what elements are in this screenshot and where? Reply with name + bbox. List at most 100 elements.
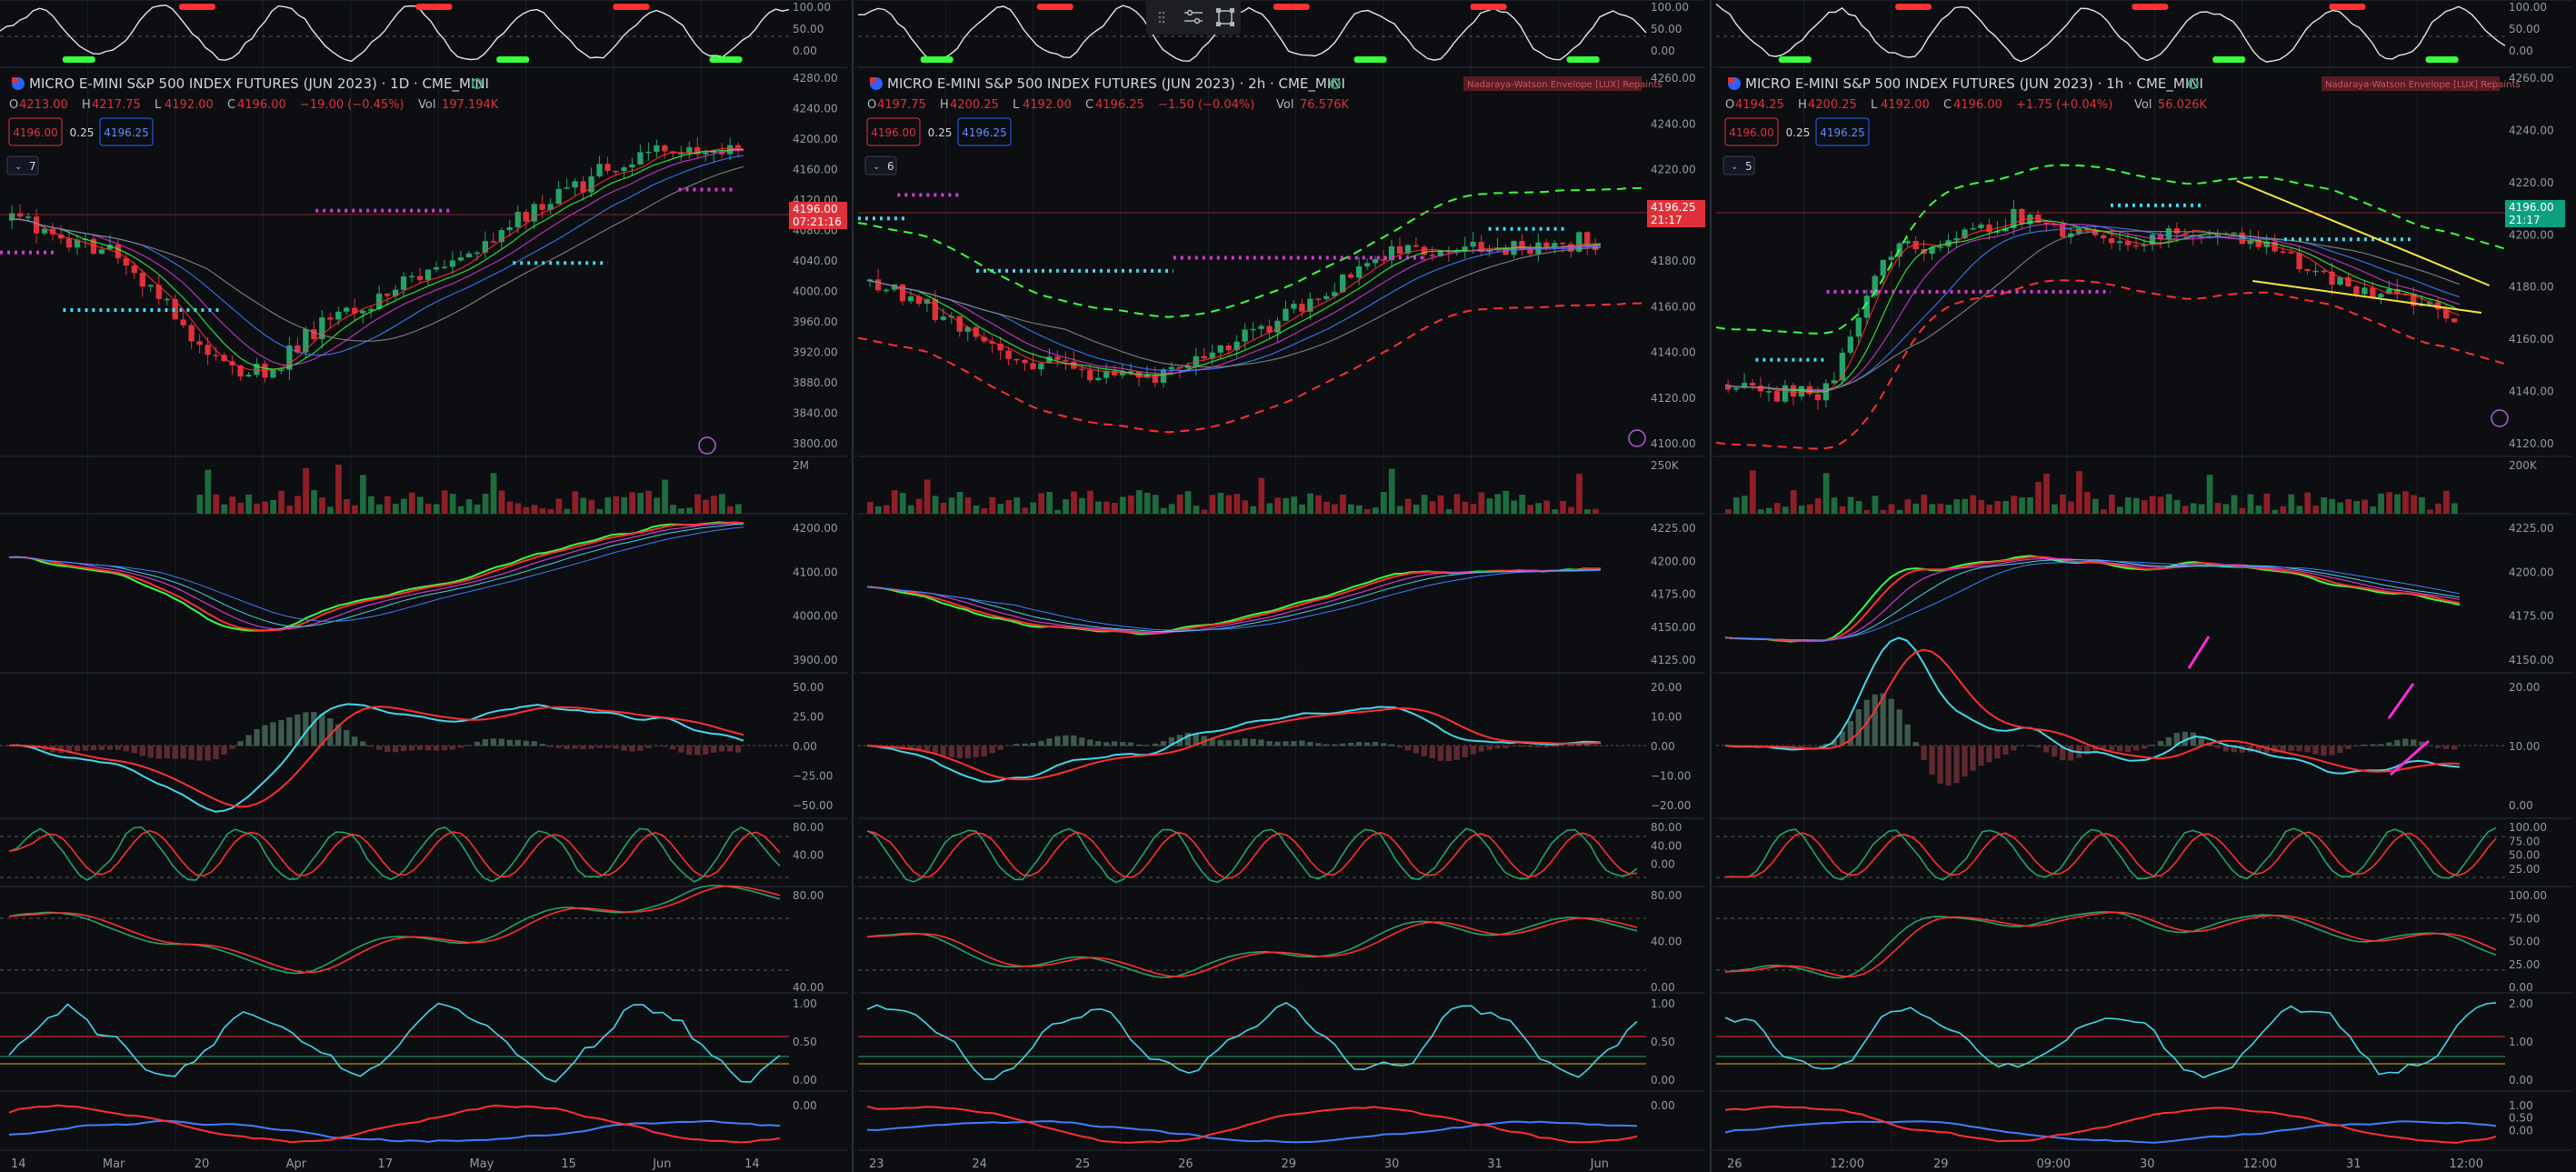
sell-price[interactable]: 4196.00 xyxy=(13,126,58,139)
candle-body xyxy=(2304,268,2311,272)
candle-body xyxy=(2027,215,2033,225)
macd-histogram-bar xyxy=(629,746,635,752)
magenta-arrow-icon[interactable] xyxy=(2387,683,2415,719)
sell-button[interactable] xyxy=(866,117,921,146)
macd-histogram-bar xyxy=(956,746,963,758)
symbol-title[interactable]: MICRO E-MINI S&P 500 INDEX FUTURES (JUN … xyxy=(1745,75,2203,93)
macd-histogram-bar xyxy=(1945,746,1952,786)
chart-pane-2h[interactable]: 100.00 50.00 0.00 MICRO E-MINI S&P 500 INDE… xyxy=(857,0,1714,1172)
select-rectangle-icon[interactable] xyxy=(1213,5,1238,29)
volume-bar xyxy=(719,494,725,514)
volume-bar xyxy=(2394,494,2401,514)
order-buttons[interactable]: 4196.00 0.25 4196.25 xyxy=(866,117,1012,146)
macd-histogram-bar xyxy=(1217,739,1223,746)
candle-body xyxy=(2353,285,2360,295)
macd-histogram-bar xyxy=(1323,744,1330,746)
candle-body xyxy=(270,370,276,378)
magenta-arrow-icon[interactable] xyxy=(2390,739,2430,776)
macd-histogram-bar xyxy=(1054,736,1061,746)
lightning-icon[interactable] xyxy=(1628,429,1646,447)
volume-bar xyxy=(1896,509,1903,514)
price-pane[interactable]: MICRO E-MINI S&P 500 INDEX FUTURES (JUN … xyxy=(1715,72,2565,450)
macd-histogram-bar xyxy=(2312,746,2319,755)
sell-button[interactable] xyxy=(8,117,63,146)
momentum-pane: 1.000.500.00 xyxy=(1724,1099,2533,1144)
buy-price[interactable]: 4196.25 xyxy=(1820,126,1865,139)
buy-price[interactable]: 4196.25 xyxy=(962,126,1007,139)
buy-price[interactable]: 4196.25 xyxy=(104,126,149,139)
price-pane[interactable]: MICRO E-MINI S&P 500 INDEX FUTURES (JUN … xyxy=(0,72,849,455)
volume-bar xyxy=(1340,494,1346,514)
time-axis-label: 30 xyxy=(1384,1157,1400,1171)
candle-body xyxy=(1912,241,1919,250)
lightning-icon[interactable] xyxy=(2491,409,2509,427)
sell-button[interactable] xyxy=(1724,117,1779,146)
top-oscillator-pane[interactable]: 100.00 50.00 0.00 xyxy=(1715,1,2547,63)
magenta-arrow-icon[interactable] xyxy=(2187,636,2211,669)
candle-body xyxy=(2124,241,2132,245)
volume-bar xyxy=(335,465,342,514)
trendline-lower[interactable] xyxy=(2252,280,2482,314)
candle-body xyxy=(57,234,65,239)
candle-body xyxy=(1741,383,1748,388)
indicator-tag[interactable]: Nadaraya-Watson Envelope [LUX] Repaints xyxy=(2325,80,2521,90)
annotation-arrows[interactable] xyxy=(2187,636,2430,776)
ohlc-value: 4197.75 xyxy=(877,98,926,112)
macd-histogram-bar xyxy=(188,746,195,760)
buy-button[interactable] xyxy=(1815,117,1870,146)
volume-bar xyxy=(1112,502,1118,514)
buy-button[interactable] xyxy=(99,117,154,146)
time-axis-label: Jun xyxy=(1590,1157,1609,1171)
symbol-title[interactable]: MICRO E-MINI S&P 500 INDEX FUTURES (JUN … xyxy=(29,75,489,93)
ohlc-label: O xyxy=(1725,98,1734,112)
symbol-title[interactable]: MICRO E-MINI S&P 500 INDEX FUTURES (JUN … xyxy=(887,75,1345,93)
order-buttons[interactable]: 4196.00 0.25 4196.25 xyxy=(8,117,154,146)
volume-bar xyxy=(1732,497,1740,514)
macd-histogram-bar xyxy=(2011,746,2017,751)
price-pane[interactable]: MICRO E-MINI S&P 500 INDEX FUTURES (JUN … xyxy=(857,72,1707,450)
current-price-label: 4196.00 xyxy=(793,203,838,215)
settings-sliders-icon[interactable] xyxy=(1181,5,1206,29)
top-oscillator-pane[interactable]: 100.00 50.00 0.00 xyxy=(857,1,1689,63)
candle-body xyxy=(506,227,513,231)
candle-body xyxy=(1396,245,1403,254)
volume-bar xyxy=(1005,500,1013,514)
indicator-tag-bg xyxy=(1463,76,1642,91)
sell-price[interactable]: 4196.00 xyxy=(871,126,916,139)
legend-toggle-button[interactable] xyxy=(6,155,39,175)
chart-pane-1d[interactable]: 100.00 50.00 0.00 MICRO E-MINI S&P 500 INDE… xyxy=(0,0,856,1172)
candle-body xyxy=(1332,292,1338,296)
ribbon-line xyxy=(8,523,744,627)
macd-histogram-bar xyxy=(719,746,725,752)
drag-handle-icon[interactable] xyxy=(1149,5,1174,29)
buy-button[interactable] xyxy=(957,117,1012,146)
macd-histogram-bar xyxy=(196,746,203,761)
volume-bar xyxy=(997,504,1004,514)
candle-body xyxy=(539,204,545,210)
candle-body xyxy=(915,296,923,305)
macd-histogram-bar xyxy=(2043,746,2050,753)
trendline-upper[interactable] xyxy=(2236,180,2491,286)
ohlc-change: +1.75 (+0.04%) xyxy=(2016,98,2112,112)
indicator-tag[interactable]: Nadaraya-Watson Envelope [LUX] Repaints xyxy=(1467,80,1662,90)
price-axis-tick: 4040.00 xyxy=(793,255,838,267)
candle-body xyxy=(1519,241,1525,249)
top-oscillator-pane[interactable]: 100.00 50.00 0.00 xyxy=(0,1,831,63)
volume-bar xyxy=(221,504,228,514)
candle-body xyxy=(874,279,882,291)
envelope-lower-line xyxy=(857,302,1647,434)
macd-histogram-bar xyxy=(123,746,129,752)
legend-toggle-button[interactable] xyxy=(864,155,897,175)
lightning-icon[interactable] xyxy=(698,436,716,455)
candle-body xyxy=(1201,356,1207,359)
time-axis-label: 12:00 xyxy=(2243,1157,2277,1171)
candle-body xyxy=(139,273,145,287)
legend-toggle-button[interactable] xyxy=(1722,155,1755,175)
macd-histogram-bar xyxy=(637,746,644,751)
volume-bar xyxy=(270,499,277,514)
sell-price[interactable]: 4196.00 xyxy=(1729,126,1774,139)
order-buttons[interactable]: 4196.00 0.25 4196.25 xyxy=(1724,117,1870,146)
volume-bar xyxy=(1470,504,1477,514)
